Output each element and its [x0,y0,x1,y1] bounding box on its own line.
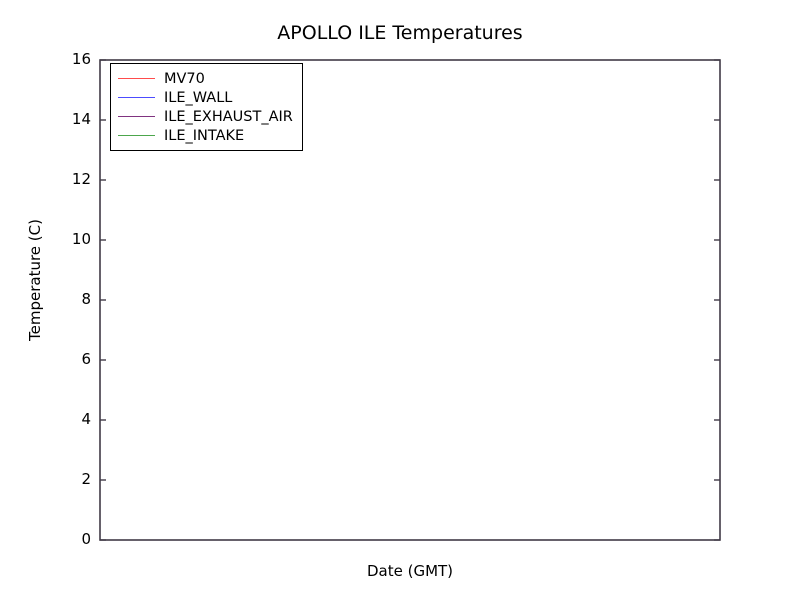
y-tick-label: 8 [81,290,91,308]
legend-item[interactable]: ILE_WALL [118,88,293,107]
legend-item[interactable]: MV70 [118,69,293,88]
legend-item[interactable]: ILE_INTAKE [118,126,293,145]
legend-item-label: ILE_INTAKE [164,127,245,144]
y-tick-label: 16 [71,50,91,68]
legend-color-swatch [118,116,155,117]
y-tick-label: 6 [81,350,91,368]
legend-color-swatch [118,97,155,98]
legend-color-swatch [118,78,155,79]
chart-legend: MV70 ILE_WALL ILE_EXHAUST_AIR ILE_INTAKE [110,63,303,151]
y-tick-label: 10 [71,230,91,248]
y-tick-label: 0 [81,530,91,548]
legend-color-swatch [118,135,155,136]
y-axis-label: Temperature (C) [26,219,44,341]
chart-title: APOLLO ILE Temperatures [277,22,523,44]
x-axis-label: Date (GMT) [366,562,454,580]
y-tick-label: 14 [71,110,91,128]
legend-item[interactable]: ILE_EXHAUST_AIR [118,107,293,126]
y-tick-label: 4 [81,410,91,428]
legend-item-label: ILE_EXHAUST_AIR [164,108,293,125]
legend-item-label: ILE_WALL [164,89,233,106]
y-tick-label: 12 [71,170,91,188]
legend-item-label: MV70 [164,70,205,87]
y-tick-label: 2 [81,470,91,488]
